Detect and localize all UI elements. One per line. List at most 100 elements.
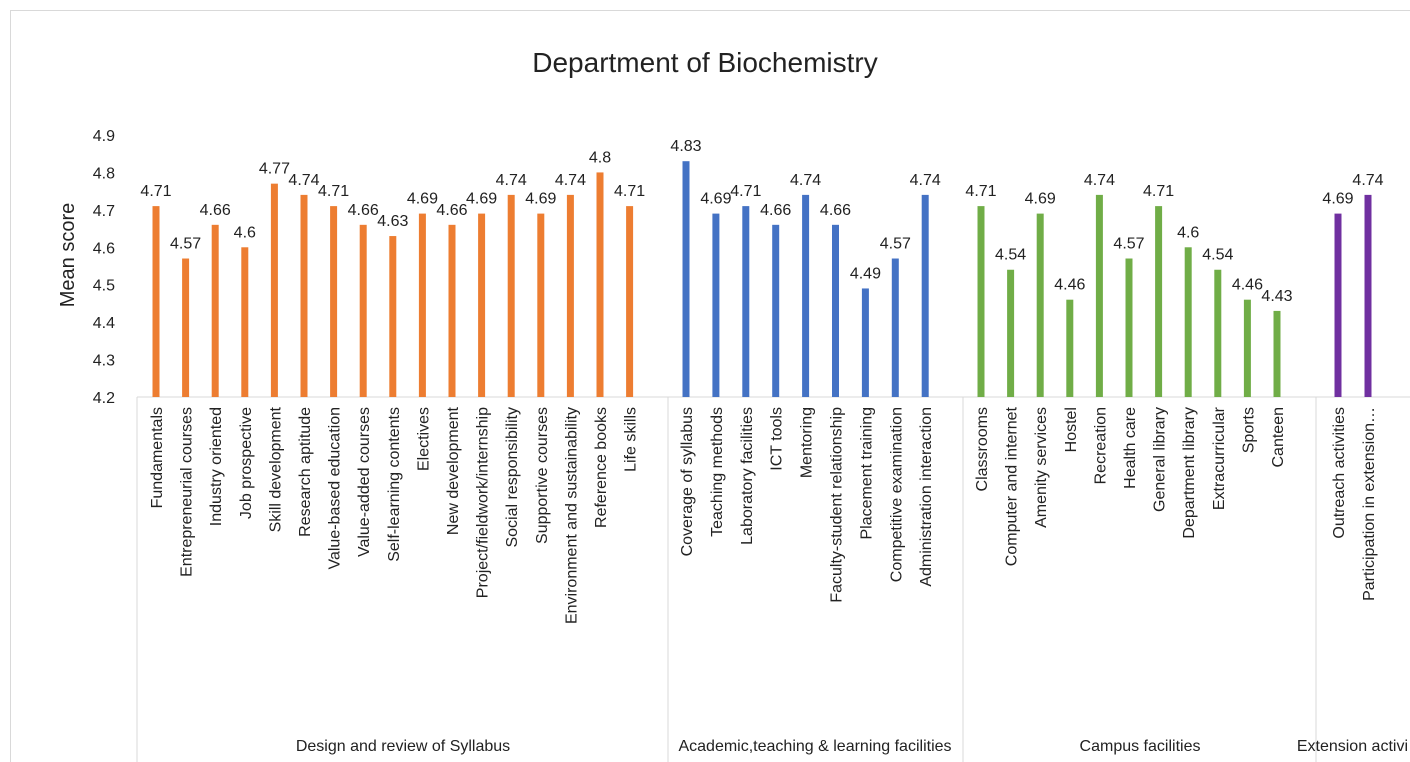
x-tick-label: Teaching methods (709, 407, 726, 537)
value-label: 4.71 (140, 183, 171, 200)
x-tick-label: Sports (1240, 407, 1257, 453)
bar (448, 224, 456, 397)
x-tick-label: Environment and sustainability (563, 407, 580, 624)
bar (742, 206, 750, 397)
x-tick-label: Coverage of syllabus (679, 407, 696, 556)
bar (1066, 299, 1074, 397)
y-tick-label: 4.6 (93, 240, 115, 257)
value-label: 4.74 (1084, 172, 1115, 189)
x-tick-label: Faculty-student relationship (829, 407, 846, 603)
y-tick-label: 4.4 (93, 315, 115, 332)
x-tick-label: Extracurricular (1211, 406, 1228, 510)
x-tick-label: Department library (1181, 407, 1198, 539)
value-label: 4.71 (965, 183, 996, 200)
value-label: 4.63 (377, 213, 408, 230)
value-label: 4.54 (995, 247, 1026, 264)
value-label: 4.57 (1113, 236, 1144, 253)
value-label: 4.71 (318, 183, 349, 200)
value-label: 4.6 (234, 224, 256, 241)
bar (182, 258, 190, 397)
x-tick-label: Reference books (593, 407, 610, 528)
chart-title: Department of Biochemistry (532, 47, 877, 78)
x-tick-label: Computer and internet (1004, 406, 1021, 566)
x-tick-label: Self-learning contents (386, 407, 403, 562)
value-label: 4.74 (910, 172, 941, 189)
value-label: 4.66 (436, 202, 467, 219)
x-tick-label: Project/fieldwork/internship (475, 407, 492, 598)
x-tick-label: Value-based education (327, 407, 344, 570)
bar (626, 206, 634, 397)
value-label: 4.66 (820, 202, 851, 219)
value-label: 4.43 (1261, 288, 1292, 305)
y-tick-label: 4.3 (93, 353, 115, 370)
value-label: 4.74 (496, 172, 527, 189)
bar (537, 213, 545, 397)
bar (300, 194, 308, 397)
value-label: 4.71 (1143, 183, 1174, 200)
x-tick-label: Research aptitude (297, 407, 314, 537)
x-tick-label: Electives (415, 407, 432, 471)
bar (418, 213, 426, 397)
x-tick-label: New development (445, 406, 462, 535)
x-tick-label: Hostel (1063, 407, 1080, 452)
x-tick-label: Outreach activities (1331, 407, 1348, 539)
x-tick-label: Competitive examination (888, 407, 905, 582)
bar (891, 258, 899, 397)
y-tick-label: 4.7 (93, 203, 115, 220)
bar (1364, 194, 1372, 397)
x-tick-label: Value-added courses (356, 407, 373, 557)
bar (389, 236, 397, 397)
x-tick-label: Recreation (1092, 407, 1109, 484)
bar (1184, 247, 1192, 397)
bar (921, 194, 929, 397)
value-label: 4.71 (730, 183, 761, 200)
bar (1214, 269, 1222, 397)
bar (270, 183, 278, 397)
bar (832, 224, 839, 397)
x-tick-label: Canteen (1270, 407, 1287, 468)
value-label: 4.69 (466, 191, 497, 208)
bar (1036, 213, 1044, 397)
value-label: 4.57 (880, 236, 911, 253)
value-label: 4.69 (1025, 191, 1056, 208)
bar (1095, 194, 1103, 397)
x-tick-label: Amenity services (1033, 407, 1050, 528)
value-label: 4.83 (670, 138, 701, 155)
x-tick-label: Job prospective (238, 407, 255, 519)
y-tick-label: 4.2 (93, 390, 115, 407)
value-label: 4.57 (170, 236, 201, 253)
value-label: 4.74 (555, 172, 586, 189)
bar (241, 247, 249, 397)
bar (861, 288, 869, 397)
bar (507, 194, 515, 397)
group-label: Design and review of Syllabus (296, 738, 510, 755)
bar (1334, 213, 1342, 397)
value-label: 4.66 (200, 202, 231, 219)
bar (566, 194, 574, 397)
y-tick-label: 4.5 (93, 278, 115, 295)
value-label: 4.66 (348, 202, 379, 219)
value-label: 4.46 (1232, 277, 1263, 294)
value-label: 4.66 (760, 202, 791, 219)
value-label: 4.6 (1177, 224, 1199, 241)
x-tick-label: Skill development (267, 406, 284, 532)
x-tick-label: Laboratory facilities (739, 407, 756, 545)
bar (772, 224, 780, 397)
y-tick-label: 4.8 (93, 165, 115, 182)
value-label: 4.77 (259, 161, 290, 178)
value-label: 4.69 (525, 191, 556, 208)
bar (682, 161, 690, 397)
x-tick-label: Participation in extension… (1361, 407, 1378, 601)
x-tick-label: Fundamentals (149, 407, 166, 508)
x-tick-label: Life skills (623, 407, 640, 472)
x-tick-label: Industry oriented (208, 407, 225, 526)
bar (977, 206, 985, 397)
value-label: 4.46 (1054, 277, 1085, 294)
x-tick-label: General library (1152, 407, 1169, 512)
bar (1155, 206, 1163, 397)
x-tick-label: Administration interaction (918, 407, 935, 587)
bar (478, 213, 486, 397)
bar (211, 224, 219, 397)
y-axis-title: Mean score (57, 203, 79, 308)
